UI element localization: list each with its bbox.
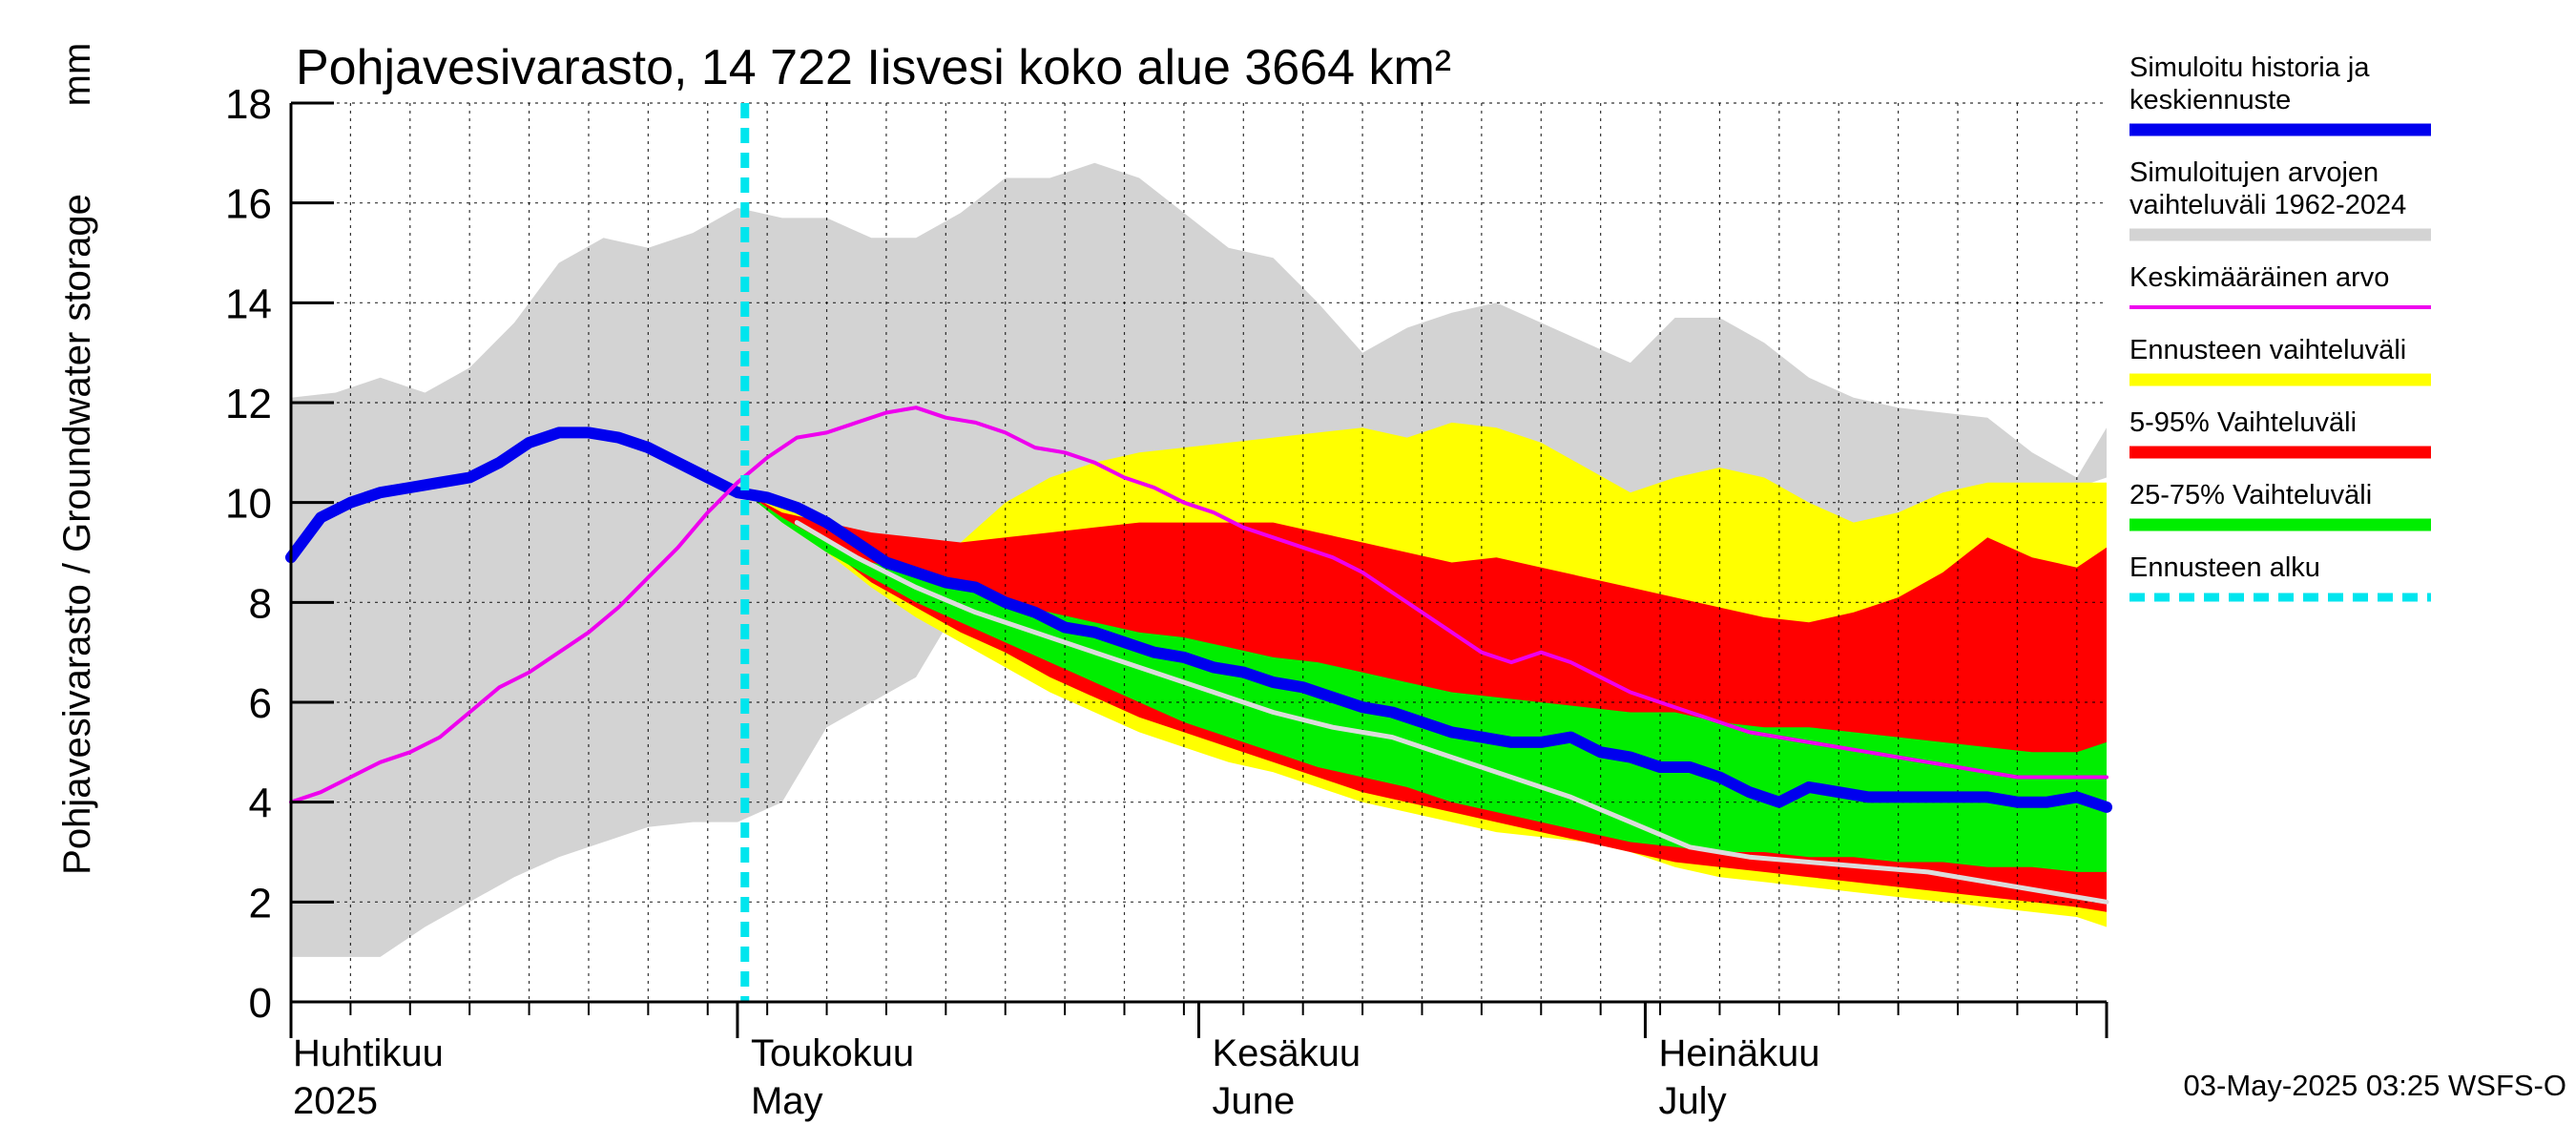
y-tick-label-14: 14 [225, 281, 272, 327]
legend-label-line1-range: Simuloitujen arvojen [2129, 157, 2379, 188]
legend-label-fc: Ennusteen vaihteluväli [2129, 335, 2406, 365]
band-3 [744, 492, 2107, 872]
grid-layer [291, 102, 2107, 1003]
month-sublabel-3: July [1658, 1080, 1726, 1122]
series-line-2 [794, 520, 2109, 905]
legend-label-range: Simuloitujen arvojen vaihteluväli 1962-20… [2129, 157, 2406, 220]
y-tick-label-8: 8 [249, 580, 272, 627]
month-label-2: Kesäkuu [1213, 1032, 1361, 1074]
legend-label-start: Ennusteen alku [2129, 552, 2320, 583]
legend-label-line1-hist: Simuloitu historia ja [2129, 52, 2370, 83]
series-line-1 [289, 406, 2109, 804]
footer-timestamp: 03-May-2025 03:25 WSFS-O [2184, 1069, 2566, 1102]
lines-layer [285, 103, 2112, 1002]
series-line-0 [285, 427, 2112, 813]
legend: Simuloitu historia ja keskiennusteSimuloi… [2129, 52, 2431, 602]
y-tick-label-16: 16 [225, 181, 272, 228]
y-tick-label-12: 12 [225, 381, 272, 427]
month-sublabel-2: June [1213, 1080, 1296, 1122]
y-tick-label-2: 2 [249, 880, 272, 926]
axes-layer [289, 101, 2109, 1038]
legend-label-p595: 5-95% Vaihteluväli [2129, 407, 2357, 438]
month-sublabel-1: May [751, 1080, 823, 1122]
month-label-3: Heinäkuu [1658, 1032, 1819, 1074]
y-tick-label-0: 0 [249, 980, 272, 1027]
legend-label-p2575: 25-75% Vaihteluväli [2129, 480, 2372, 510]
y-axis-unit: mm [56, 43, 98, 107]
month-labels: Huhtikuu 2025 Toukokuu May Kesäkuu June Heinäk… [293, 1032, 1819, 1122]
legend-label-line2-hist: keskiennuste [2129, 85, 2291, 115]
y-axis-label: Pohjavesivarasto / Groundwater storage [56, 194, 98, 875]
y-tick-label-18: 18 [225, 81, 272, 128]
y-tick-labels: 0 2 4 6 8 10 12 14 16 18 [225, 81, 272, 1027]
month-label-1: Toukokuu [751, 1032, 914, 1074]
y-tick-label-6: 6 [249, 680, 272, 727]
legend-label-hist: Simuloitu historia ja keskiennuste [2129, 52, 2370, 115]
chart-title: Pohjavesivarasto, 14 722 Iisvesi koko al… [296, 40, 1451, 95]
month-label-0: Huhtikuu [293, 1032, 444, 1074]
y-tick-label-4: 4 [249, 781, 272, 827]
y-tick-label-10: 10 [225, 481, 272, 528]
legend-label-mean: Keskimääräinen arvo [2129, 262, 2389, 293]
month-sublabel-0: 2025 [293, 1080, 378, 1122]
legend-label-line2-range: vaihteluväli 1962-2024 [2129, 190, 2406, 220]
